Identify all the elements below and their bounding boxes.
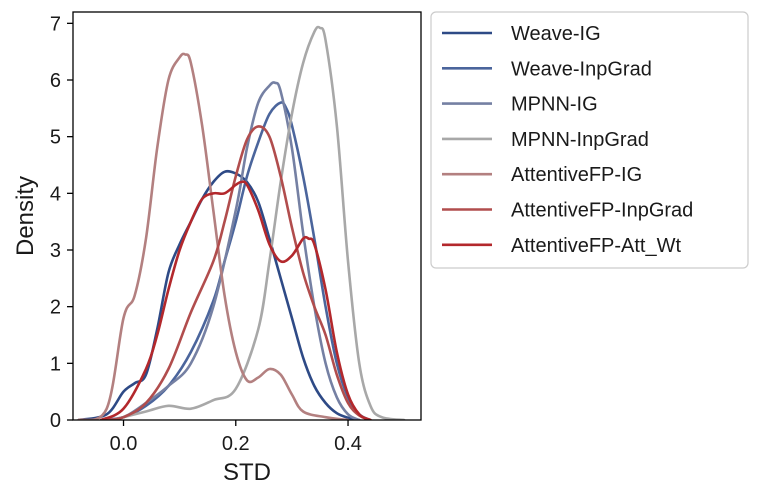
- series-line-attentivefp-inpgrad: [105, 125, 372, 420]
- y-tick-label: 2: [50, 297, 61, 319]
- y-tick-label: 6: [50, 70, 61, 92]
- x-tick-label: 0.2: [222, 433, 250, 455]
- series-line-weave-inpgrad: [99, 101, 372, 420]
- series-line-mpnn-inpgrad: [110, 25, 406, 420]
- legend: Weave-IG Weave-InpGrad MPNN-IG MPNN-InpGrad…: [430, 11, 749, 269]
- legend-label: Weave-InpGrad: [511, 58, 652, 80]
- y-tick-label: 1: [50, 353, 61, 375]
- legend-label: Weave-IG: [511, 23, 601, 45]
- y-tick-label: 3: [50, 240, 61, 262]
- legend-label: AttentiveFP-InpGrad: [511, 200, 693, 222]
- y-tick-label: 4: [50, 183, 61, 205]
- y-tick-label: 0: [50, 410, 61, 432]
- series-layer: [77, 25, 406, 420]
- series-line-mpnn-ig: [99, 81, 361, 420]
- x-tick-label: 0.4: [334, 433, 362, 455]
- x-tick-label: 0.0: [110, 433, 138, 455]
- y-tick-label: 7: [50, 13, 61, 35]
- y-tick-label: 5: [50, 127, 61, 149]
- legend-label: AttentiveFP-IG: [511, 164, 642, 186]
- series-line-weave-ig: [77, 169, 361, 420]
- legend-frame: [430, 11, 749, 269]
- series-line-attentivefp-ig: [77, 52, 350, 420]
- x-axis-label: STD: [223, 459, 271, 486]
- series-line-attentivefp-att-wt: [99, 180, 372, 420]
- legend-label: MPNN-InpGrad: [511, 129, 649, 151]
- legend-label: MPNN-IG: [511, 94, 598, 116]
- legend-label: AttentiveFP-Att_Wt: [511, 235, 681, 257]
- y-axis-label: Density: [12, 176, 39, 256]
- axes-layer: 0.0 0.2 0.4 0 1 2 3 4 5 6 7: [50, 13, 362, 455]
- plot-frame: [72, 11, 422, 421]
